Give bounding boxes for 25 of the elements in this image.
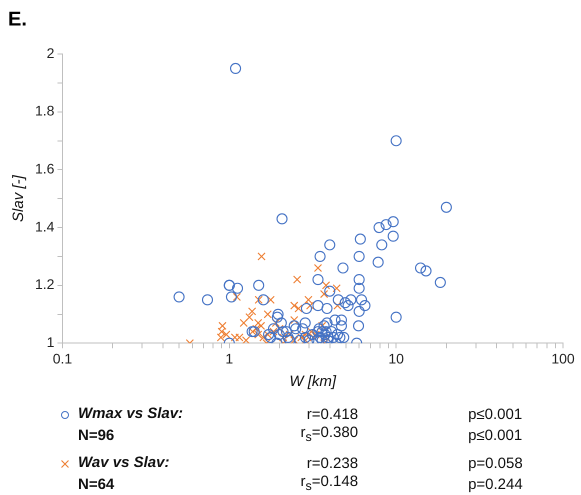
y-tick-label: 1.8 [34, 102, 55, 119]
y-tick-label: 2 [46, 44, 55, 61]
text: p=0.244 [467, 474, 523, 494]
x-tick-label: 0.1 [52, 350, 72, 366]
text: p≤0.001 [467, 426, 523, 446]
text: r=0.238 [306, 454, 358, 473]
text: r=0.418 [306, 405, 358, 424]
text: p≤0.001 [467, 405, 523, 424]
text: N=64 [77, 474, 116, 494]
x-tick-label: 100 [551, 350, 575, 366]
text: r$_{s}$=0.380 [300, 424, 358, 446]
chart-title: E. [8, 8, 27, 31]
text: p=0.058 [467, 454, 523, 473]
x-tick-label: 1 [225, 350, 234, 366]
x-tick-label: 10 [388, 350, 404, 366]
y-tick-label: 1.4 [34, 218, 55, 234]
legend-label: Wmax vs Slav: [78, 405, 184, 422]
text: r$_{s}$=0.148 [300, 473, 358, 495]
text: N=96 [77, 426, 116, 446]
y-tick-label: 1.6 [34, 160, 55, 177]
y-tick-label: 1 [46, 334, 55, 350]
legend-label: Wav vs Slav: [78, 454, 170, 471]
x-axis-title: W [km] [289, 373, 337, 390]
y-axis-title: Slav [-] [10, 174, 28, 222]
y-tick-label: 1.2 [34, 276, 55, 292]
